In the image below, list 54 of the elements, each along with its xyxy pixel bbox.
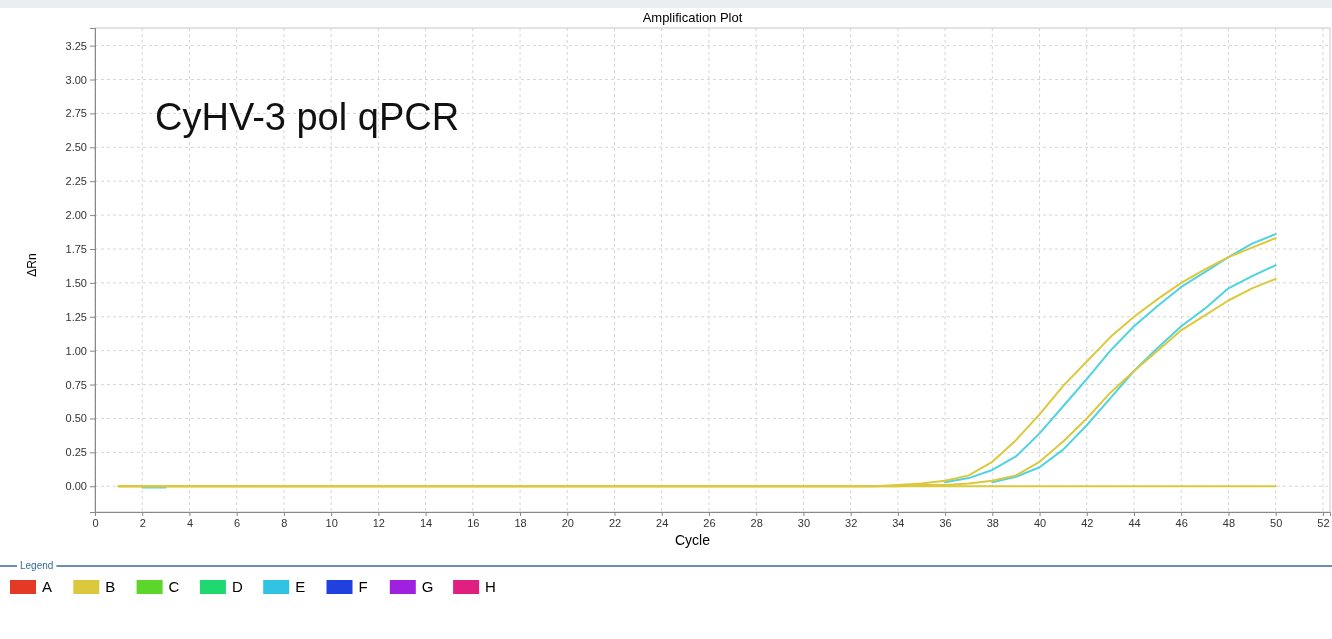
legend-title: Legend: [20, 560, 54, 571]
y-tick-label: 0.50: [65, 412, 87, 425]
x-tick-label: 10: [325, 516, 338, 529]
y-tick-label: 1.75: [65, 243, 87, 256]
legend-label: B: [105, 578, 116, 595]
annotation: CyHV-3 pol qPCR: [155, 96, 460, 138]
legend-label: C: [168, 578, 180, 595]
x-tick-label: 6: [234, 516, 241, 529]
x-tick-label: 52: [1317, 516, 1330, 529]
x-tick-label: 32: [845, 516, 858, 529]
y-tick-label: 3.25: [65, 39, 87, 52]
x-tick-label: 4: [186, 516, 194, 529]
y-tick-label: 1.50: [65, 276, 87, 289]
x-tick-label: 12: [372, 516, 385, 529]
legend-label: E: [295, 578, 306, 595]
x-tick-label: 28: [750, 516, 763, 529]
x-tick-label: 36: [939, 516, 952, 529]
y-tick-label: 2.50: [65, 141, 87, 154]
y-tick-label: 0.75: [65, 378, 87, 391]
x-axis-title: Cycle: [674, 532, 711, 548]
legend-label: H: [485, 578, 496, 595]
x-tick-label: 20: [561, 516, 574, 529]
x-tick-label: 46: [1175, 516, 1188, 529]
x-tick-label: 2: [139, 516, 146, 529]
y-tick-label: 2.75: [65, 107, 87, 120]
x-tick-label: 18: [514, 516, 527, 529]
x-tick-label: 24: [656, 516, 669, 529]
x-tick-label: 38: [986, 516, 999, 529]
x-tick-label: 22: [608, 516, 622, 529]
x-tick-label: 14: [419, 516, 433, 529]
x-tick-label: 26: [703, 516, 716, 529]
x-tick-label: 48: [1222, 516, 1236, 529]
y-tick-label: 2.00: [65, 209, 87, 222]
chart-title: Amplification Plot: [642, 10, 743, 25]
legend-label: G: [421, 578, 434, 595]
x-tick-label: 44: [1128, 516, 1141, 529]
y-axis-title: ΔRn: [25, 253, 39, 277]
legend-label: D: [231, 578, 243, 595]
y-tick-label: 1.25: [65, 310, 87, 323]
y-tick-label: 3.00: [65, 73, 87, 86]
legend-label: F: [358, 578, 368, 595]
x-tick-label: 0: [92, 516, 99, 529]
x-tick-label: 42: [1081, 516, 1094, 529]
x-tick-label: 30: [797, 516, 811, 529]
x-tick-label: 16: [467, 516, 480, 529]
x-tick-label: 8: [281, 516, 288, 529]
y-tick-label: 0.25: [65, 446, 87, 459]
x-tick-label: 50: [1270, 516, 1283, 529]
x-tick-label: 40: [1033, 516, 1047, 529]
y-tick-label: 2.25: [65, 175, 87, 188]
x-tick-label: 34: [892, 516, 905, 529]
y-tick-label: 0.00: [65, 480, 87, 493]
legend-label: A: [42, 578, 53, 595]
y-tick-label: 1.00: [65, 344, 87, 357]
